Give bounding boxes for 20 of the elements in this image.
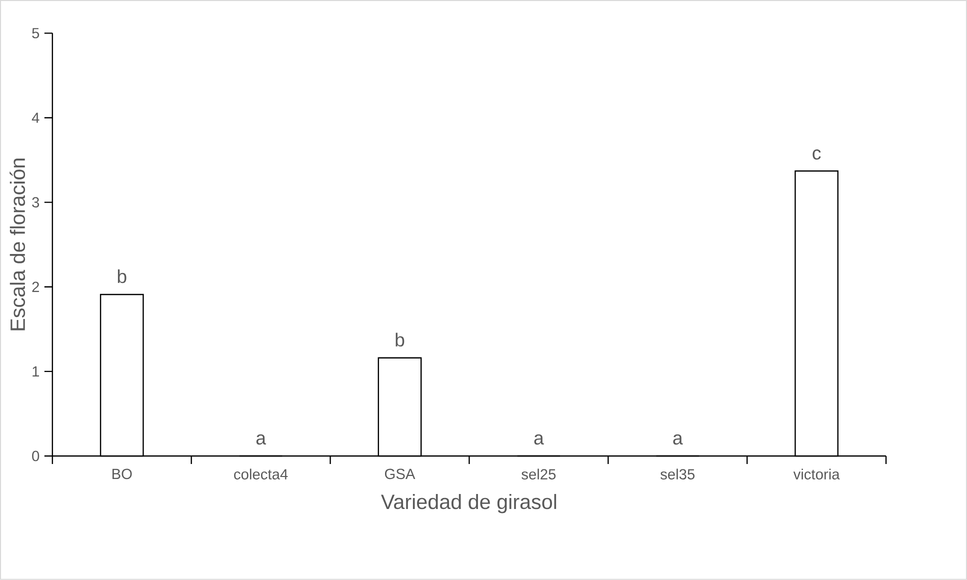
x-tick-label: victoria	[793, 468, 840, 480]
annotation: a	[534, 434, 544, 445]
x-tick-label: GSA	[384, 468, 416, 480]
y-tick-label: 1	[32, 366, 39, 377]
x-tick-label: colecta4	[234, 468, 288, 480]
y-tick-label: 3	[32, 197, 40, 208]
y-tick-label: 0	[32, 450, 40, 462]
x-tick-label: sel35	[660, 468, 695, 480]
annotation: c	[812, 149, 821, 160]
x-tick-label: BO	[112, 468, 132, 480]
annotation: b	[118, 269, 126, 284]
annotation: a	[673, 434, 683, 445]
annotation: b	[396, 332, 404, 347]
y-tick-label: 5	[32, 28, 40, 38]
y-tick-label: 4	[32, 112, 40, 123]
y-axis-title: Escala de floración	[10, 158, 26, 330]
x-axis-title: Variedad de girasol	[381, 494, 556, 514]
x-tick-label: sel25	[522, 468, 556, 480]
annotation: a	[256, 434, 266, 445]
y-tick-label: 2	[32, 282, 39, 292]
